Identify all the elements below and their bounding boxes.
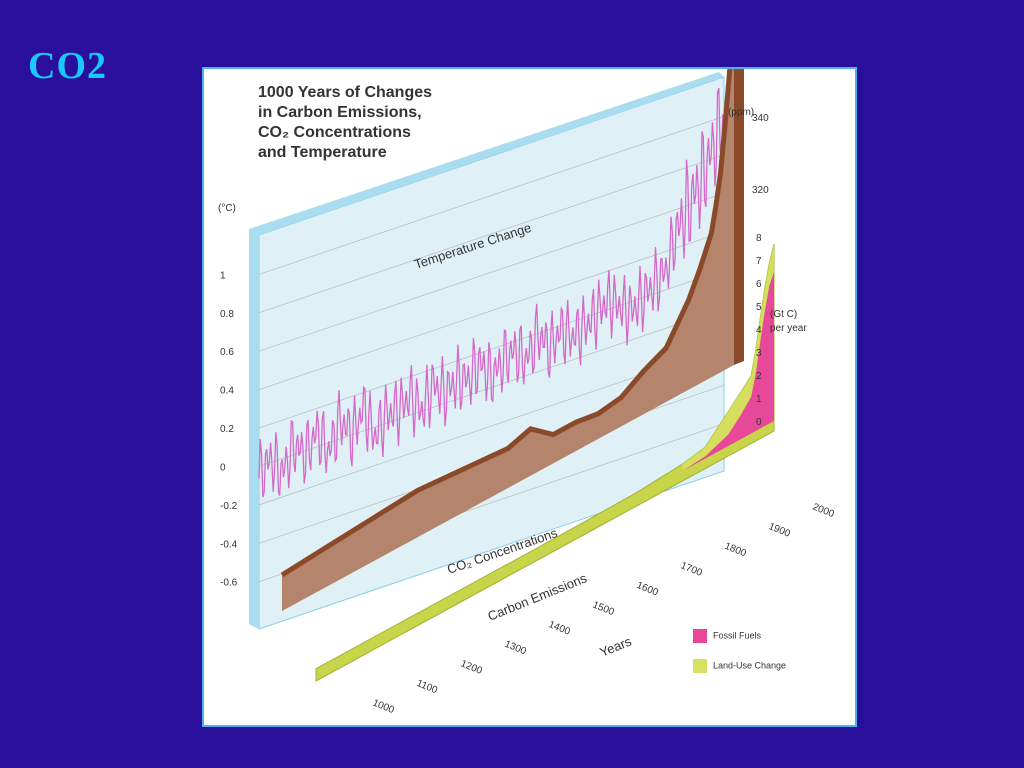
emissions-tick-label: 8	[756, 233, 762, 244]
emissions-tick-label: 1	[756, 394, 762, 405]
legend-swatch-land-use-change	[693, 659, 707, 673]
year-tick-label: 1800	[723, 541, 748, 560]
temperature-series-line	[258, 87, 725, 498]
emissions-ribbon	[315, 243, 775, 682]
emissions-axis-unit-line1: (Gt C)	[770, 309, 797, 320]
emissions-tick-label: 0	[756, 417, 762, 428]
year-tick-label: 1300	[503, 639, 528, 658]
x-axis-label: Years	[598, 633, 634, 659]
chart-title-line-2: in Carbon Emissions,	[258, 104, 422, 121]
year-tick-label: 1100	[415, 678, 439, 696]
temperature-tick-label: 0.4	[220, 386, 234, 397]
year-tick-label: 2000	[811, 502, 836, 521]
legend-swatch-fossil-fuels	[693, 629, 707, 643]
land-use-area	[682, 243, 774, 471]
legend-item-fossil-fuels: Fossil Fuels	[693, 629, 761, 643]
chart-title-line-3: CO₂ Concentrations	[258, 124, 411, 141]
temperature-axis-ticks: 1 0.8 0.6 0.4 0.2 0 -0.2 -0.4 -0.6	[220, 270, 238, 588]
temperature-tick-label: 0.8	[220, 309, 234, 320]
emissions-tick-label: 7	[756, 256, 762, 267]
year-tick-label: 1400	[547, 619, 572, 638]
temperature-gridline	[258, 231, 725, 390]
emissions-tick-label: 5	[756, 302, 762, 313]
chart-title: 1000 Years of Changes in Carbon Emission…	[258, 83, 432, 163]
year-tick-label: 1200	[459, 658, 484, 677]
temperature-tick-label: 0	[220, 462, 226, 473]
legend-item-land-use-change: Land-Use Change	[693, 659, 786, 673]
legend-label-fossil-fuels: Fossil Fuels	[713, 630, 762, 641]
co2-ribbon-end	[734, 69, 744, 365]
co2-ribbon-top	[280, 69, 733, 578]
emissions-axis-unit-line2: per year	[770, 323, 807, 334]
temperature-tick-label: -0.2	[220, 501, 238, 512]
temperature-gridline	[258, 116, 725, 275]
emissions-tick-label: 4	[756, 325, 762, 336]
co2-tick-label: 340	[752, 113, 769, 124]
co2-ribbon-side	[282, 69, 734, 611]
temperature-tick-label: -0.4	[220, 539, 238, 550]
temperature-axis-unit: (°C)	[218, 203, 236, 214]
temperature-gridline	[258, 154, 725, 314]
year-tick-label: 1500	[591, 600, 616, 619]
legend-label-land-use-change: Land-Use Change	[713, 660, 787, 671]
co2-axis-ticks: 360340320	[752, 113, 769, 196]
year-tick-label: 1600	[635, 580, 660, 599]
chart-title-line-1: 1000 Years of Changes	[258, 84, 433, 101]
emissions-tick-label: 2	[756, 371, 762, 382]
slide-title: CO2	[28, 45, 107, 87]
year-tick-label: 1900	[767, 521, 792, 540]
temperature-panel-left-edge	[249, 229, 259, 629]
emissions-tick-label: 3	[756, 348, 762, 359]
temperature-tick-label: -0.6	[220, 578, 238, 589]
temperature-gridline	[258, 192, 725, 352]
temperature-tick-label: 1	[220, 270, 226, 281]
temperature-panel-top-edge	[249, 72, 724, 235]
temperature-gridline	[258, 269, 725, 429]
co2-tick-label: 320	[752, 185, 769, 196]
chart-title-line-4: and Temperature	[258, 144, 387, 161]
year-tick-label: 1700	[679, 560, 704, 579]
co2-axis-unit: (ppm)	[728, 107, 754, 118]
fossil-fuels-area	[682, 271, 774, 471]
temperature-tick-label: 0.6	[220, 347, 234, 358]
temperature-tick-label: 0.2	[220, 424, 234, 435]
year-tick-label: 1000	[371, 698, 396, 717]
chart-figure: 1 0.8 0.6 0.4 0.2 0 -0.2 -0.4 -0.6 (°C) Temperat…	[202, 67, 857, 727]
emissions-tick-label: 6	[756, 279, 762, 290]
emissions-axis-ticks: 8 7 6 5 4 3 2 1 0	[756, 233, 762, 428]
chart-canvas: 10.80.60.40.20-0.2-0.4-0.6 (°C) Temperat…	[218, 69, 836, 717]
